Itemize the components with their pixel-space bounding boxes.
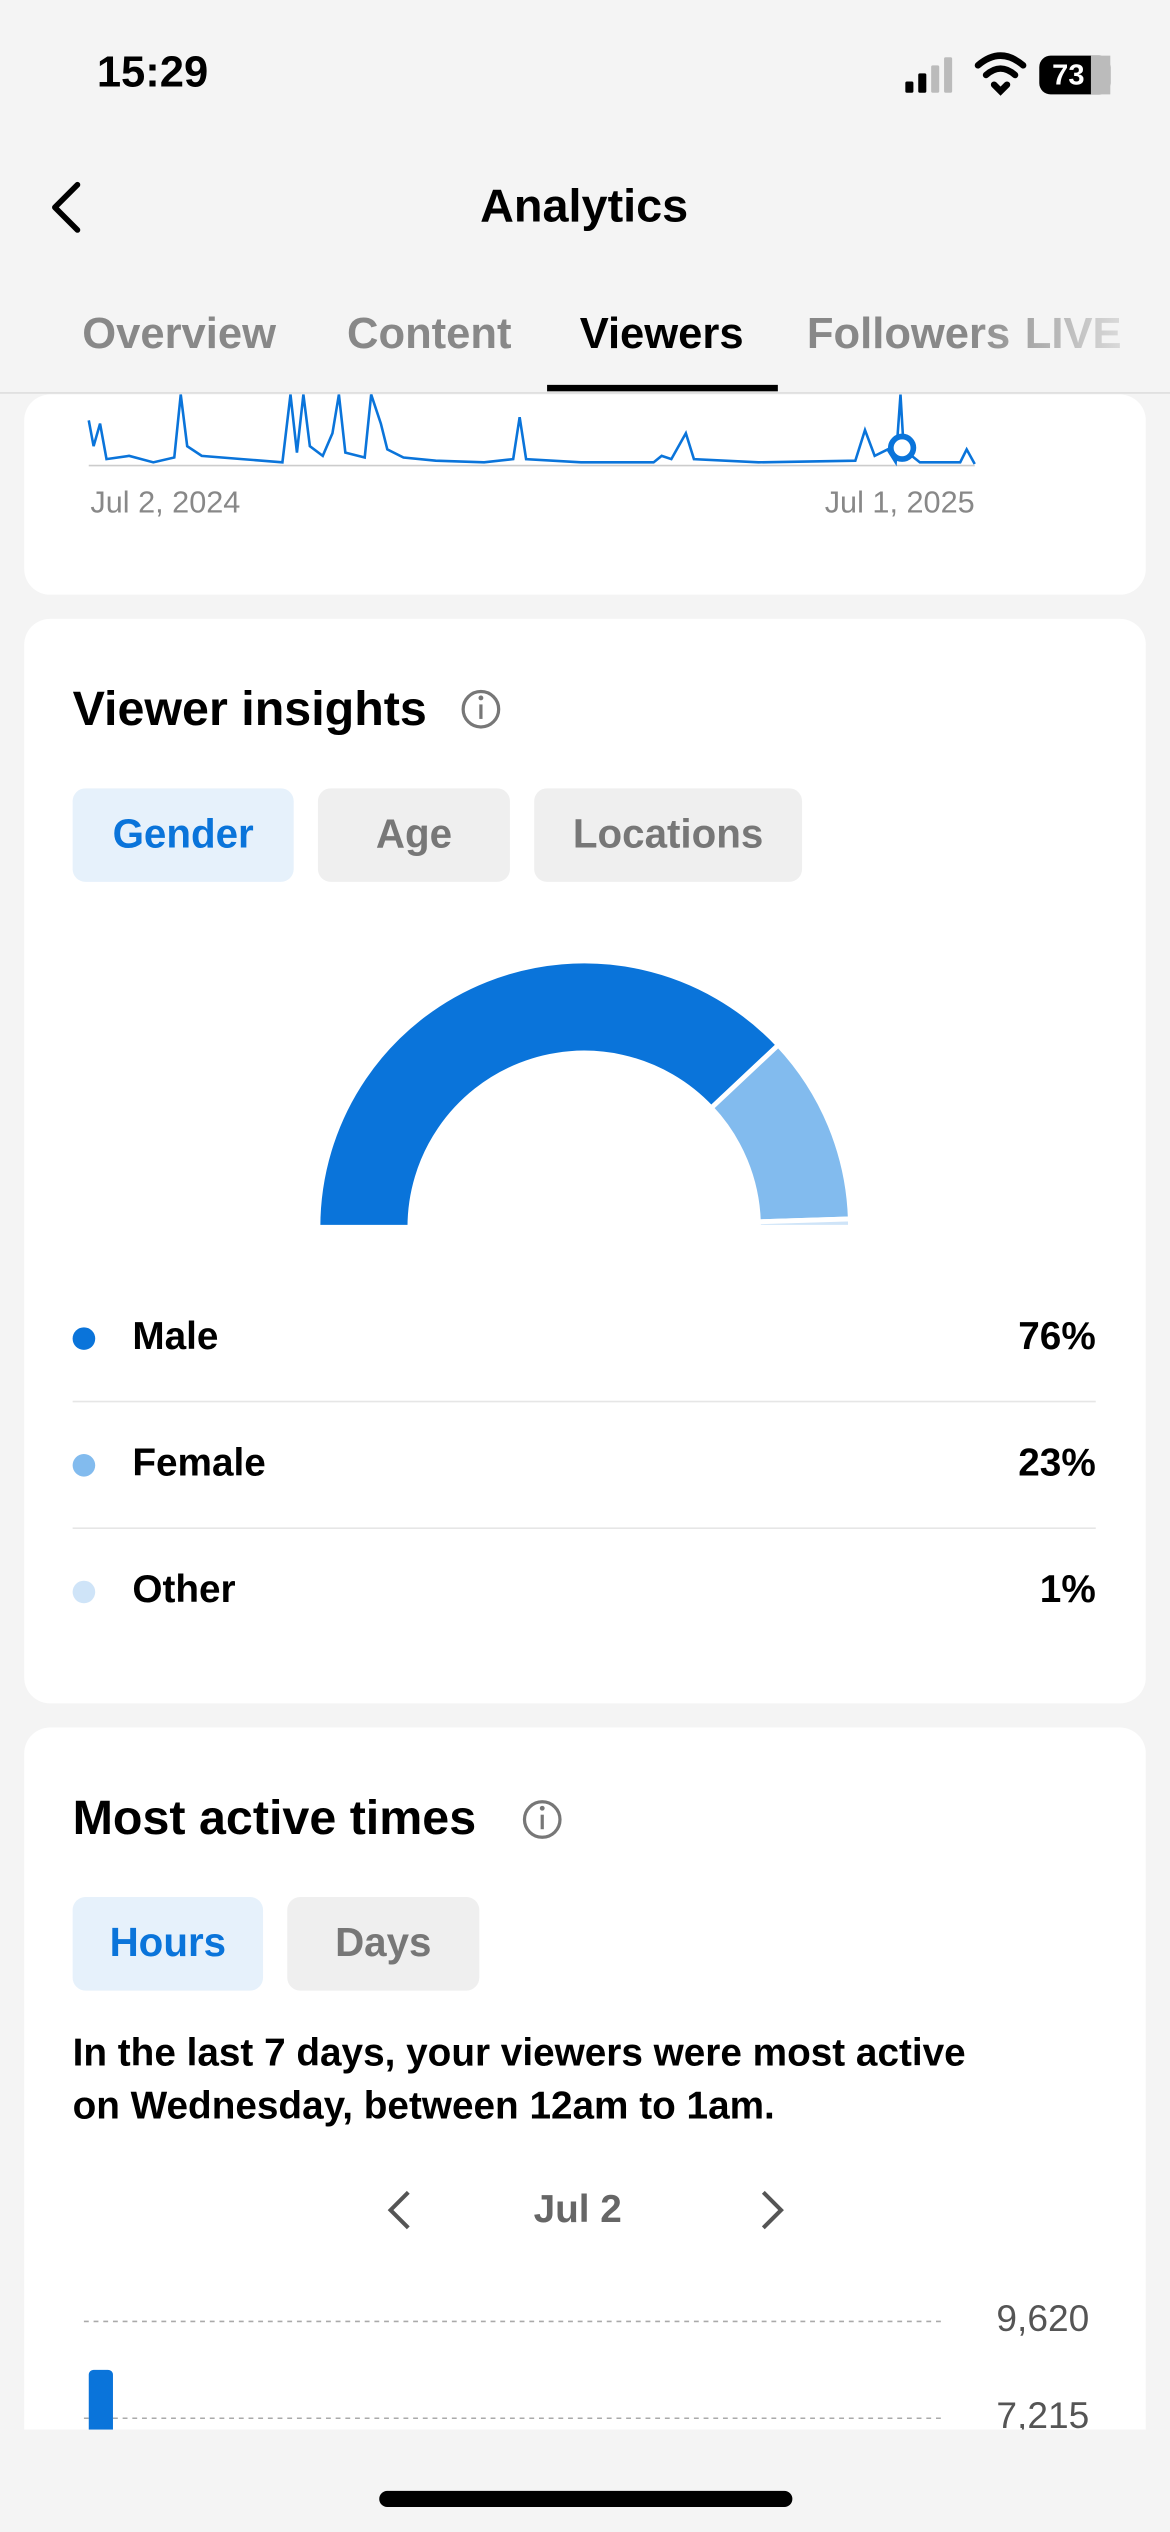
prev-button[interactable] [387, 2190, 410, 2230]
bar [88, 2369, 113, 2435]
filter-pill[interactable] [72, 788, 294, 882]
trend-line [87, 394, 976, 467]
info-icon[interactable] [522, 1800, 562, 1839]
gender-chart: Male 76% Female 23% Other 1% [72, 958, 1096, 1611]
date-label: Jul 2 [534, 2188, 622, 2231]
tab[interactable]: Overview [82, 310, 276, 358]
back-button[interactable] [52, 181, 81, 233]
filter-label[interactable]: Gender [113, 810, 254, 856]
donut-segment [315, 958, 782, 1230]
tab-indicator [547, 384, 778, 392]
tab[interactable]: Viewers [580, 310, 744, 358]
battery-level: 73 [1052, 59, 1084, 91]
summary: on Wednesday, between 12am to 1am. [73, 2085, 775, 2128]
legend-label: Male [132, 1315, 218, 1358]
y-tick-label: 9,620 [996, 2297, 1089, 2339]
card [24, 618, 1146, 1704]
filter-pill[interactable] [317, 788, 510, 882]
filter-pill[interactable] [287, 1896, 480, 1991]
page-title: Analytics [480, 179, 688, 231]
filter-label[interactable]: Age [376, 810, 452, 856]
filter-pill[interactable] [534, 788, 803, 882]
summary: In the last 7 days, your viewers were mo… [73, 2031, 966, 2074]
tab[interactable]: Content [347, 310, 512, 358]
legend-dot [72, 1580, 96, 1604]
legend-label: Female [132, 1442, 265, 1485]
tab-fade [968, 275, 1170, 392]
filter-label[interactable]: Days [335, 1919, 431, 1965]
x-label: Jul 1, 2025 [825, 485, 975, 519]
legend-label: Other [132, 1568, 235, 1611]
next-button[interactable] [761, 2190, 784, 2230]
signal-icon [905, 57, 953, 93]
donut-segment [755, 1216, 853, 1230]
section-title: Most active times [73, 1791, 477, 1845]
legend-dot [72, 1327, 96, 1350]
filter-pill[interactable] [72, 1896, 264, 1991]
info-icon[interactable] [461, 689, 501, 729]
legend-value: 76% [1018, 1315, 1096, 1358]
home-indicator [379, 2490, 793, 2508]
card [24, 394, 1146, 595]
hours-chart: 9,620 7,215 [83, 2297, 1089, 2436]
filter-label[interactable]: Hours [110, 1919, 227, 1965]
wifi-icon [974, 52, 1027, 96]
legend-value: 1% [1040, 1568, 1096, 1611]
x-label: Jul 2, 2024 [90, 485, 240, 519]
filter-label[interactable]: Locations [573, 810, 763, 856]
legend-dot [72, 1454, 96, 1477]
battery-empty [1090, 55, 1111, 95]
trend-marker [887, 433, 917, 462]
section-title: Viewer insights [73, 682, 427, 736]
tab-bar: OverviewContentViewersFollowersLIVE [82, 310, 1121, 358]
status-time: 15:29 [97, 49, 208, 97]
y-tick-label: 7,215 [996, 2394, 1089, 2436]
legend-value: 23% [1018, 1442, 1096, 1485]
home-area [0, 2429, 1170, 2532]
